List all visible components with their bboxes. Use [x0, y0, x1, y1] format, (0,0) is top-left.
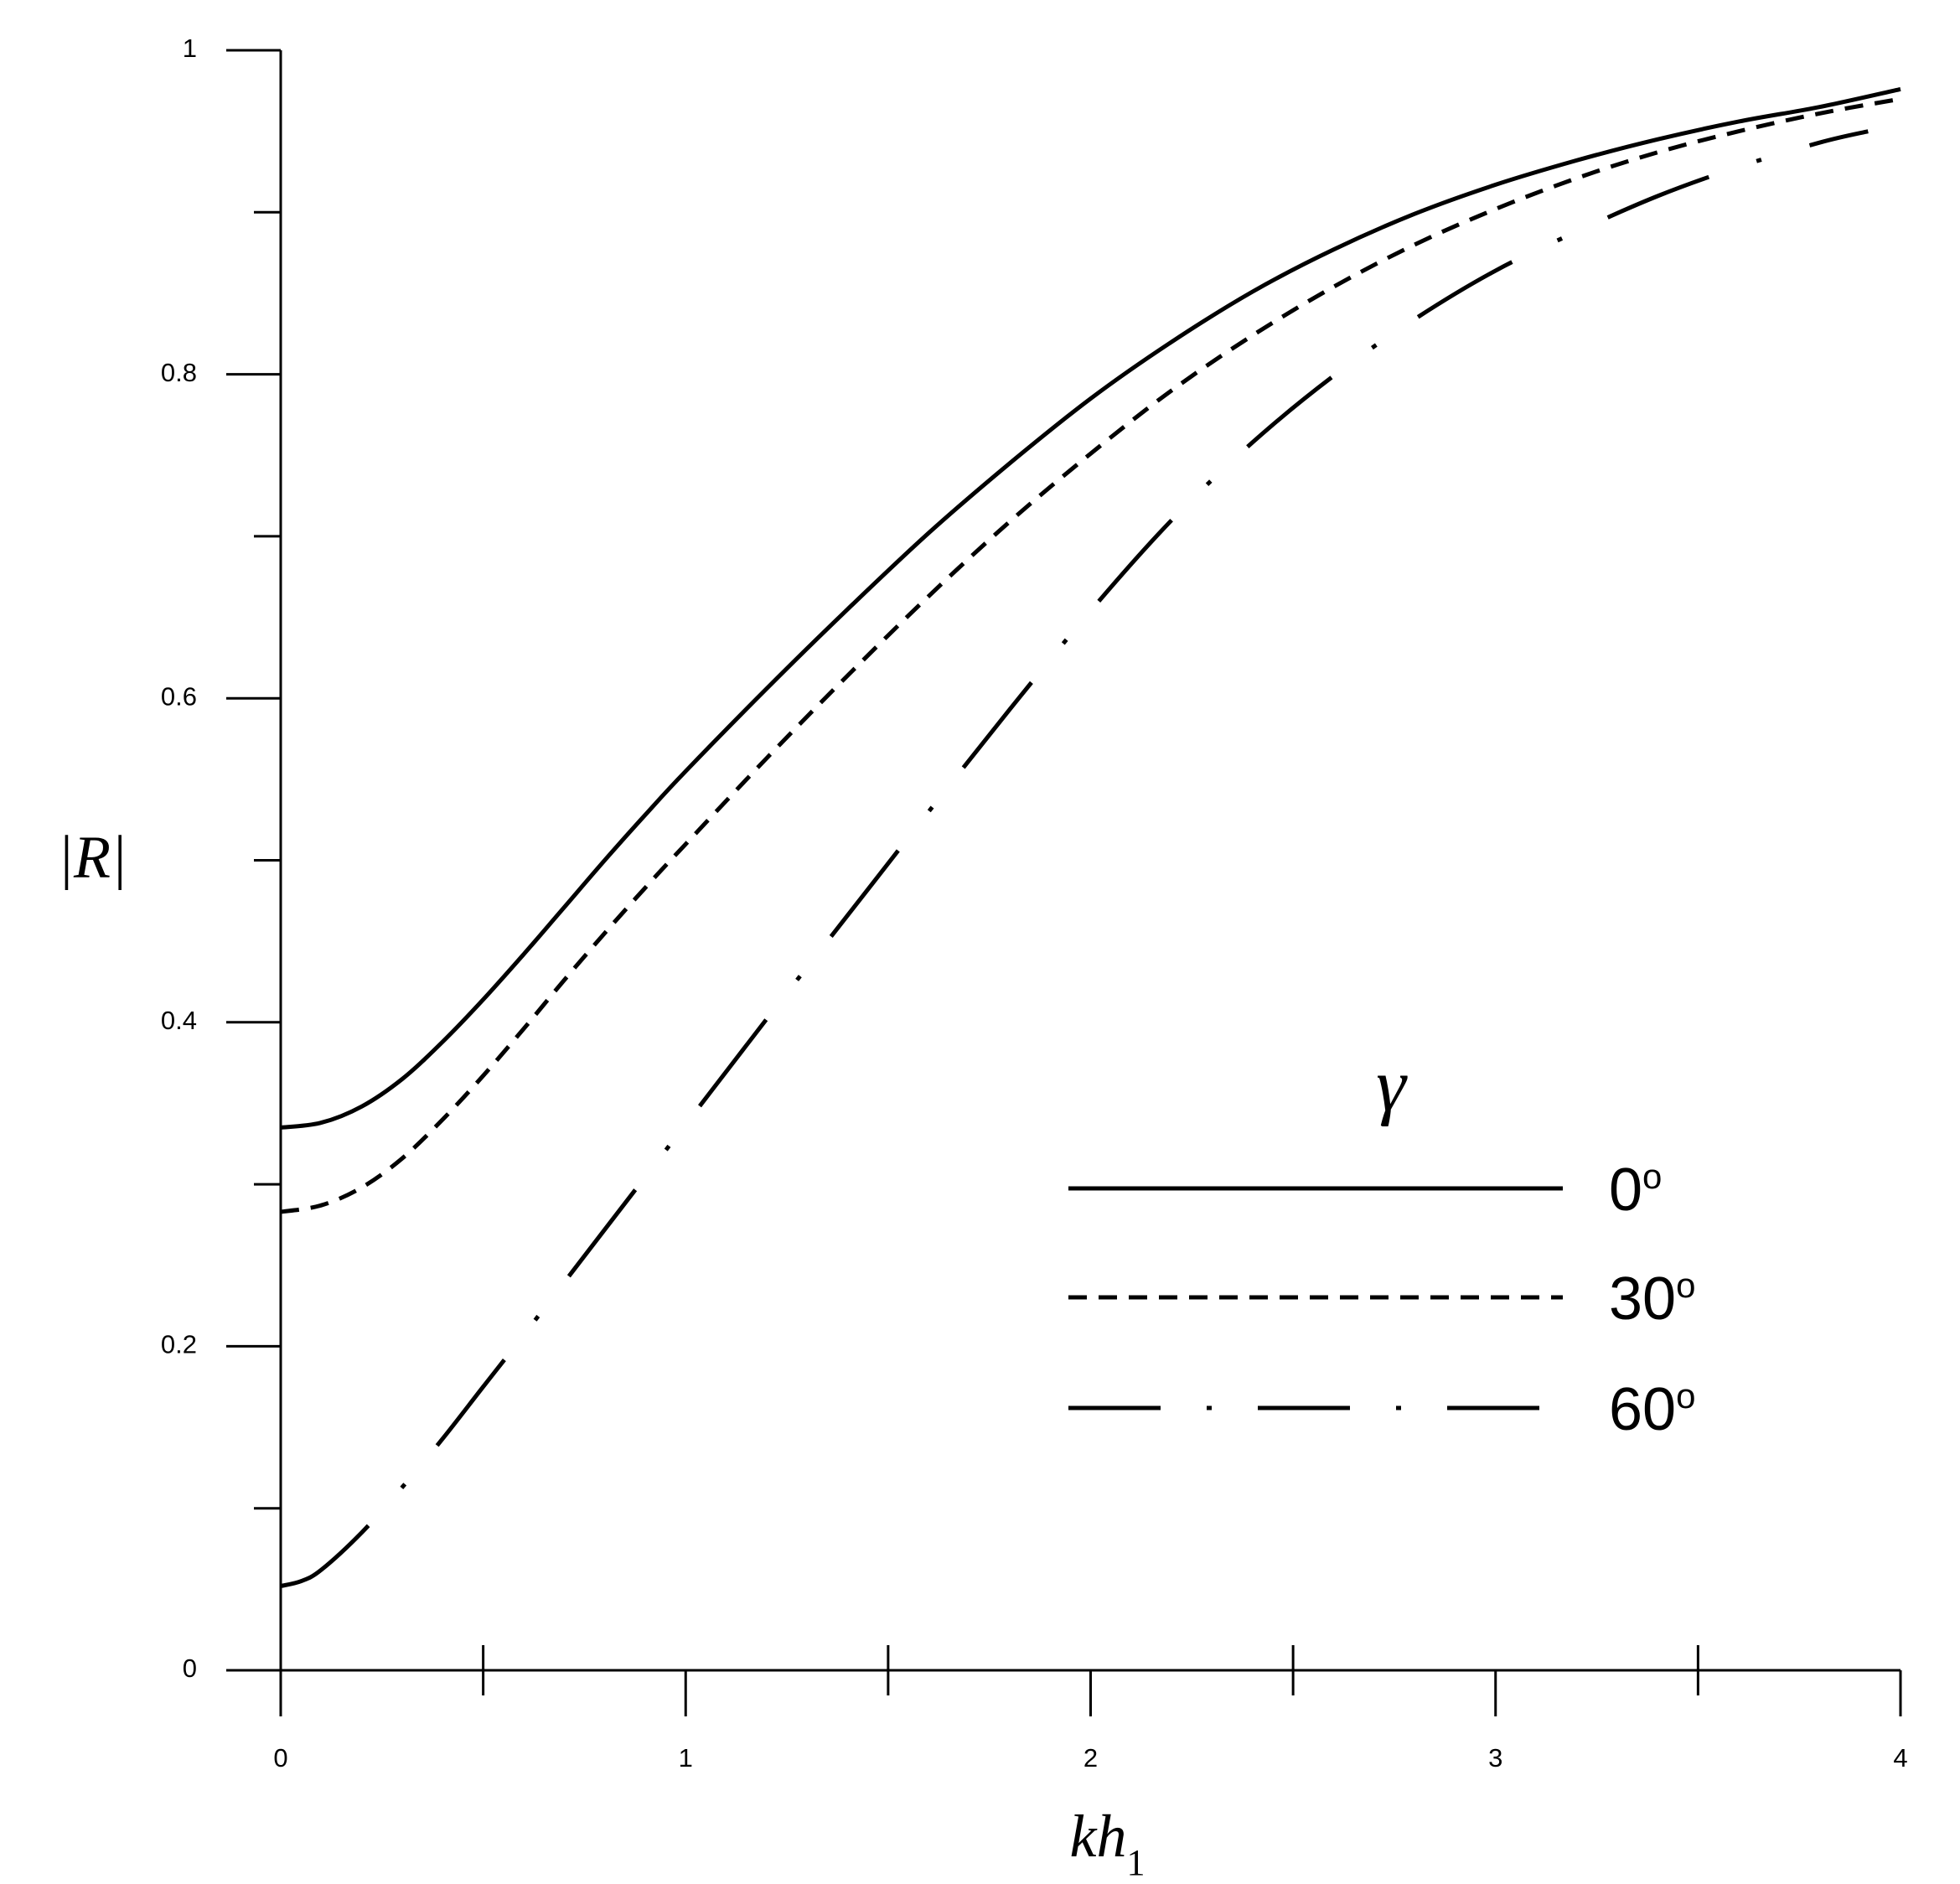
legend: γ 0o 30o 60o	[1068, 1044, 1695, 1443]
legend-label-degree: o	[1676, 1376, 1695, 1416]
series-layer	[280, 86, 1901, 1588]
legend-label-degree: o	[1676, 1265, 1695, 1305]
x-tick-label: 1	[679, 1743, 693, 1773]
axis-labels: |R| kh1	[57, 824, 1145, 1883]
legend-label-0: 0o	[1609, 1157, 1662, 1224]
y-tick-label: 1	[183, 34, 197, 63]
legend-title: γ	[1376, 1044, 1408, 1127]
y-tick-label: 0.8	[161, 358, 197, 387]
legend-label-30: 30o	[1609, 1265, 1695, 1333]
legend-label-degree: o	[1642, 1157, 1662, 1196]
series-line-60	[280, 129, 1869, 1588]
x-tick-label: 3	[1488, 1743, 1502, 1773]
x-tick-label: 2	[1083, 1743, 1098, 1773]
y-tick-label: 0	[183, 1654, 197, 1683]
x-axis-title-subscript: 1	[1126, 1842, 1145, 1883]
series-line-0	[280, 86, 1901, 1130]
x-tick-label: 4	[1893, 1743, 1907, 1773]
y-tick-label: 0.4	[161, 1006, 197, 1035]
x-axis-title: kh1	[1070, 1803, 1145, 1883]
x-tick-label: 0	[273, 1743, 287, 1773]
y-tick-label: 0.2	[161, 1330, 197, 1359]
legend-label-60: 60o	[1609, 1376, 1695, 1443]
y-tick-label: 0.6	[161, 681, 197, 711]
series-line-30	[280, 96, 1901, 1214]
y-axis-title: |R|	[57, 824, 127, 891]
axes: 0 0.2 0.4 0.6 0.8 1 0 1 2 3 4	[161, 34, 1908, 1773]
